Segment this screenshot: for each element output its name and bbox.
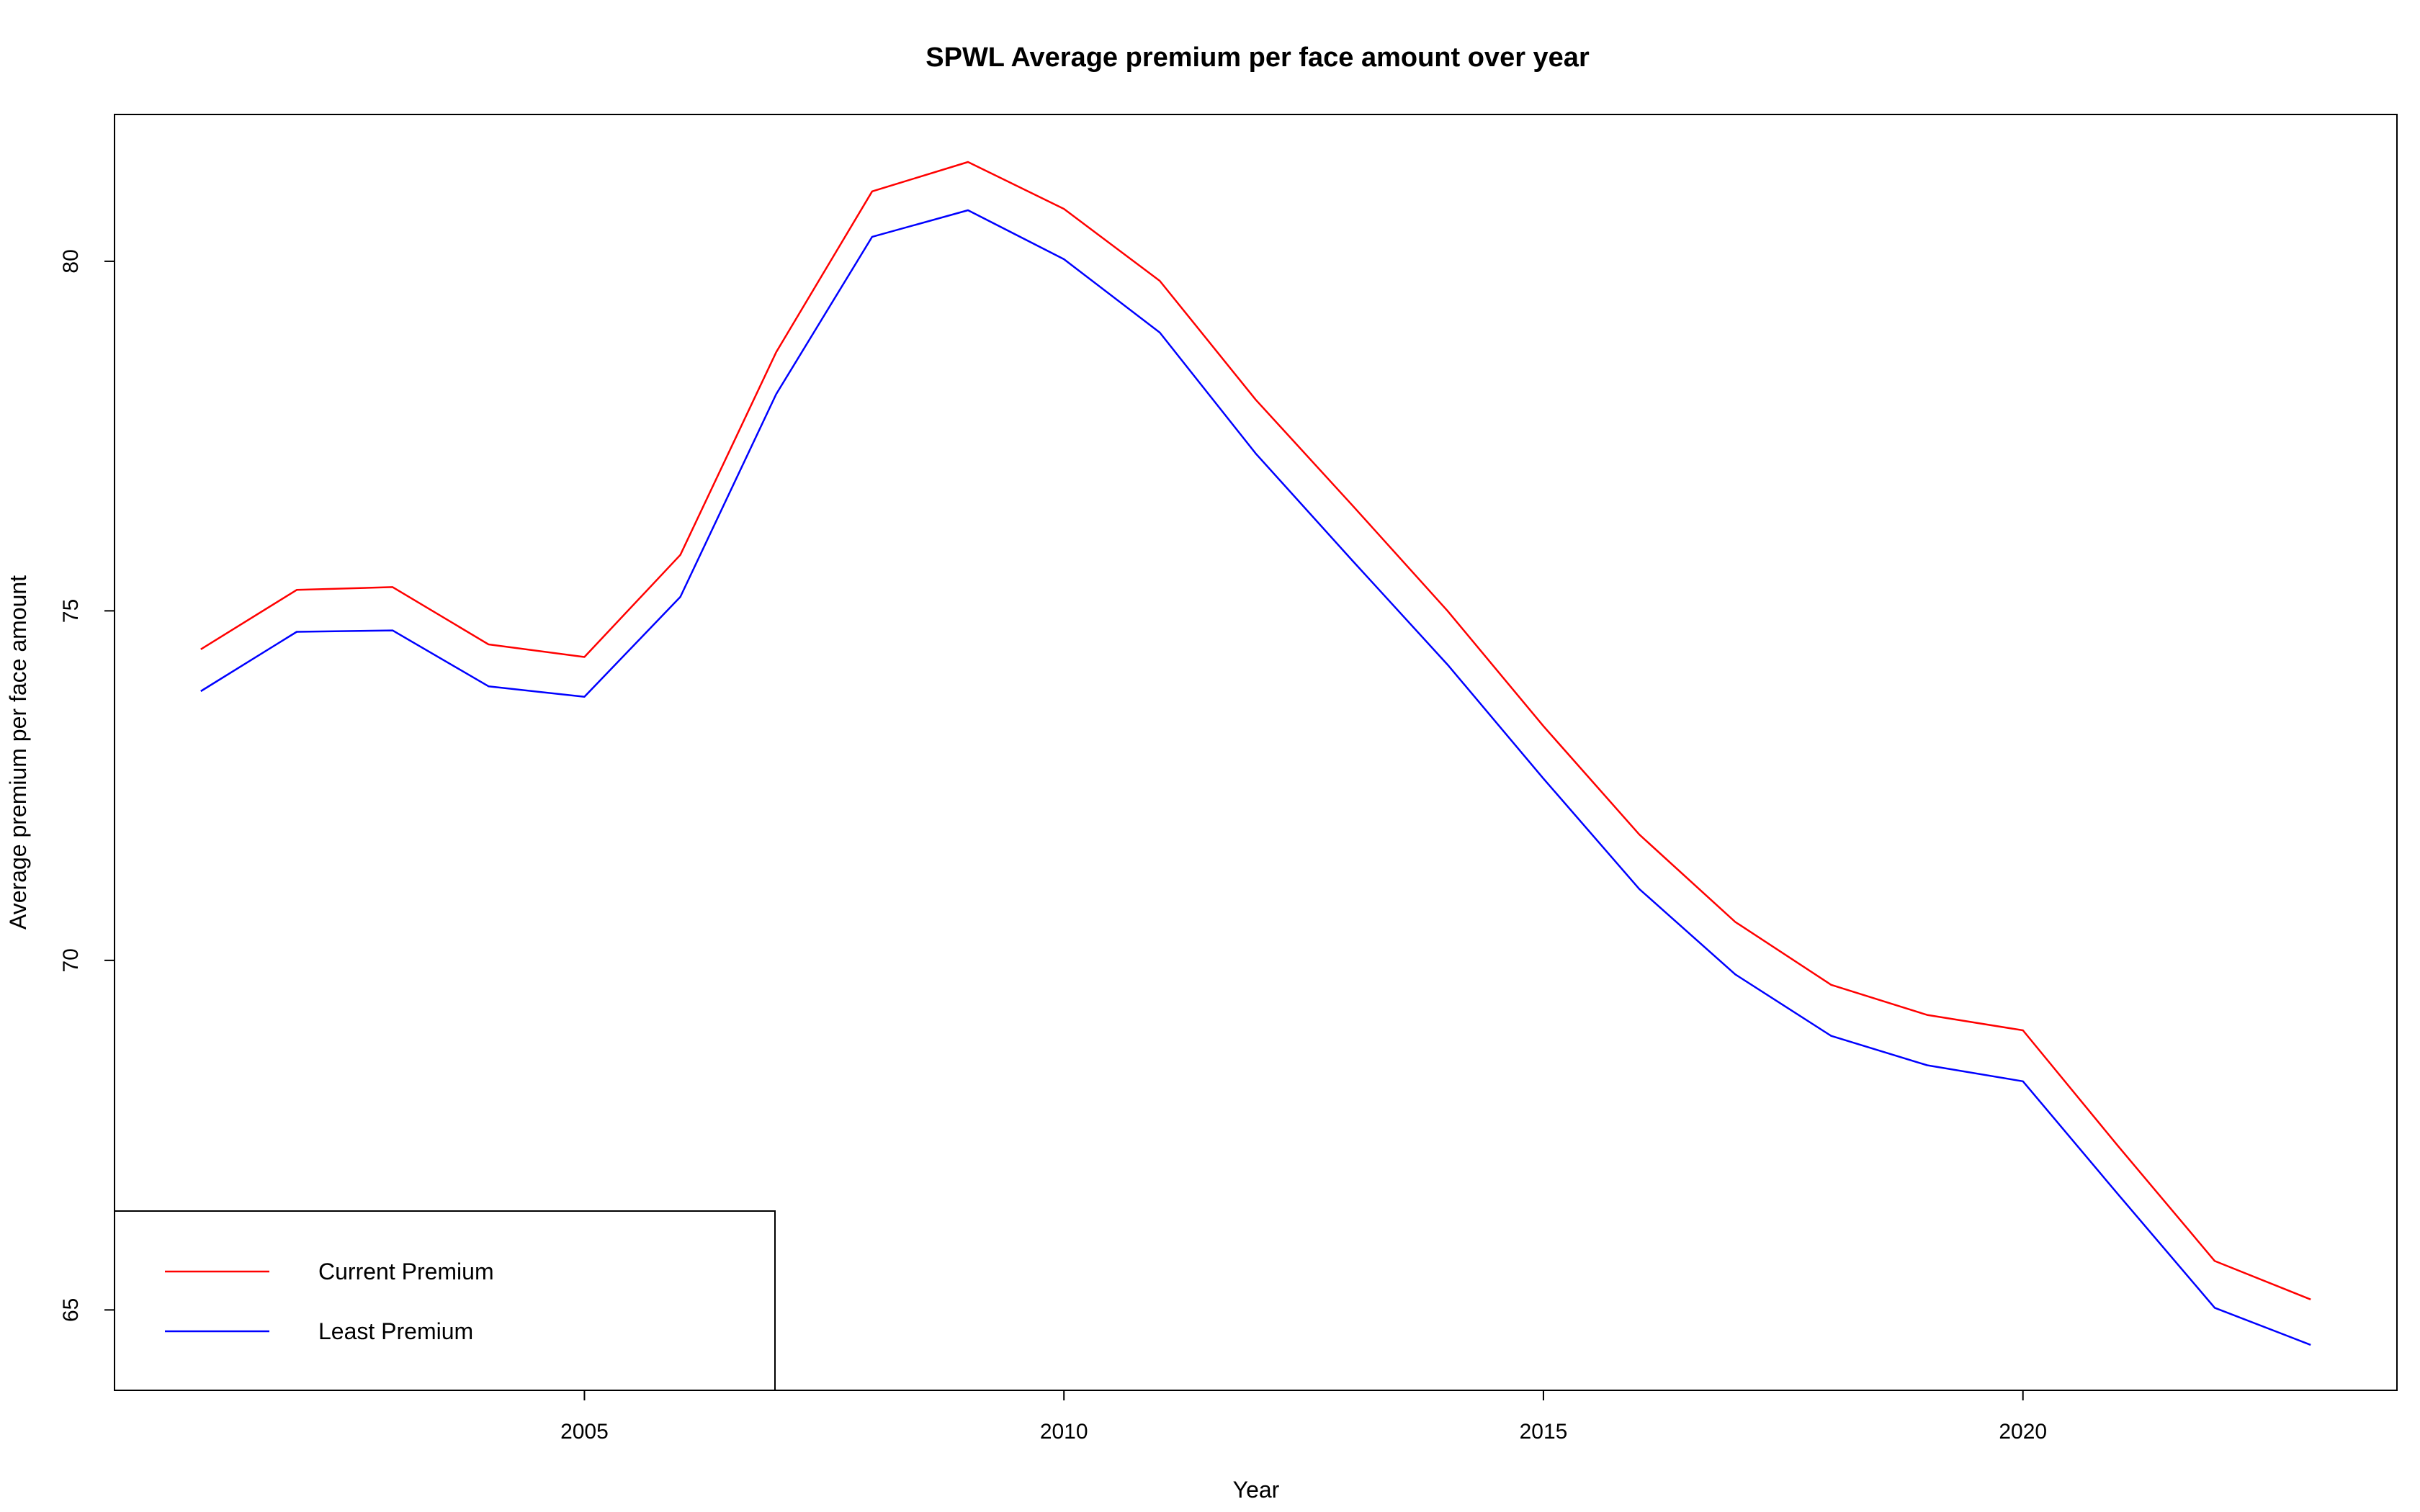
legend-label-least-premium: Least Premium — [318, 1318, 473, 1344]
x-axis-title: Year — [1233, 1477, 1280, 1503]
y-tick-label-70: 70 — [59, 948, 83, 972]
y-tick-label-80: 80 — [59, 249, 83, 273]
x-tick-label-2020: 2020 — [1999, 1420, 2047, 1444]
legend-box — [114, 1210, 776, 1391]
x-tick-label-2015: 2015 — [1520, 1420, 1568, 1444]
x-tick-label-2010: 2010 — [1040, 1420, 1088, 1444]
y-axis: 65 70 75 80 — [59, 249, 115, 1322]
y-tick-label-65: 65 — [59, 1298, 83, 1322]
y-tick-label-75: 75 — [59, 599, 83, 623]
legend: Current Premium Least Premium — [114, 1210, 776, 1391]
series-layer — [200, 161, 2311, 1346]
x-axis: 2005 2010 2015 2020 — [560, 1390, 2047, 1444]
series-line-current-premium — [200, 161, 2311, 1300]
legend-label-current-premium: Current Premium — [318, 1259, 494, 1284]
series-line-least-premium — [200, 209, 2311, 1346]
plot-frame — [114, 114, 2398, 1391]
chart-title: SPWL Average premium per face amount ove… — [926, 42, 1590, 73]
y-axis-title: Average premium per face amount — [5, 575, 31, 930]
x-tick-label-2005: 2005 — [560, 1420, 609, 1444]
